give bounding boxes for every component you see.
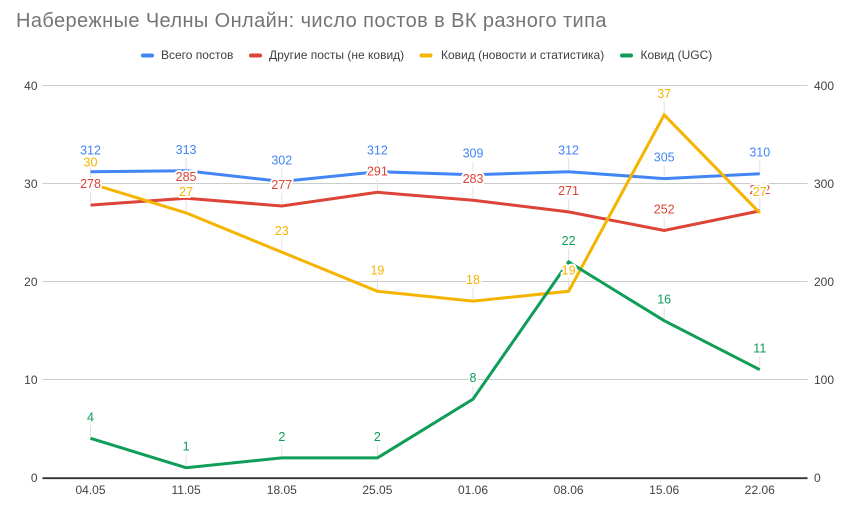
svg-text:312: 312 [367, 144, 388, 158]
svg-text:40: 40 [24, 79, 38, 93]
svg-text:312: 312 [558, 144, 579, 158]
svg-text:310: 310 [749, 146, 770, 160]
svg-text:0: 0 [814, 471, 821, 485]
svg-text:20: 20 [24, 275, 38, 289]
svg-text:18: 18 [466, 273, 480, 287]
svg-text:2: 2 [374, 430, 381, 444]
svg-text:37: 37 [657, 87, 671, 101]
svg-text:312: 312 [80, 144, 101, 158]
svg-text:0: 0 [31, 471, 38, 485]
svg-text:30: 30 [24, 177, 38, 191]
svg-text:22.06: 22.06 [745, 483, 775, 497]
svg-text:309: 309 [463, 147, 484, 161]
svg-text:Ковид (UGC): Ковид (UGC) [641, 48, 713, 62]
svg-text:27: 27 [753, 185, 767, 199]
svg-text:11.05: 11.05 [172, 483, 201, 497]
svg-text:400: 400 [814, 79, 834, 93]
svg-text:08.06: 08.06 [554, 483, 584, 497]
svg-text:19: 19 [562, 263, 576, 277]
svg-text:11: 11 [753, 342, 766, 356]
svg-text:1: 1 [183, 440, 190, 454]
svg-text:Другие посты (не ковид): Другие посты (не ковид) [269, 48, 404, 62]
svg-text:100: 100 [814, 373, 834, 387]
svg-text:22: 22 [562, 234, 576, 248]
svg-text:2: 2 [278, 430, 285, 444]
svg-text:23: 23 [275, 224, 289, 238]
svg-text:200: 200 [814, 275, 834, 289]
svg-text:Набережные Челны Онлайн: число: Набережные Челны Онлайн: число постов в … [16, 10, 607, 32]
svg-text:4: 4 [87, 410, 94, 424]
svg-text:01.06: 01.06 [458, 483, 488, 497]
svg-text:300: 300 [814, 177, 834, 191]
svg-text:25.05: 25.05 [362, 483, 392, 497]
svg-text:16: 16 [657, 293, 671, 307]
svg-text:Всего постов: Всего постов [161, 48, 233, 62]
svg-text:291: 291 [367, 164, 388, 178]
svg-text:27: 27 [179, 185, 193, 199]
svg-text:15.06: 15.06 [649, 483, 679, 497]
svg-text:283: 283 [463, 172, 484, 186]
svg-text:04.05: 04.05 [75, 483, 105, 497]
svg-text:305: 305 [654, 151, 675, 165]
svg-text:18.05: 18.05 [267, 483, 297, 497]
svg-text:30: 30 [84, 156, 98, 170]
svg-text:19: 19 [370, 263, 384, 277]
svg-text:285: 285 [176, 170, 197, 184]
svg-text:10: 10 [24, 373, 38, 387]
svg-text:278: 278 [80, 177, 101, 191]
svg-text:313: 313 [176, 143, 197, 157]
svg-text:8: 8 [470, 371, 477, 385]
svg-text:277: 277 [271, 178, 292, 192]
svg-text:272: 272 [749, 183, 770, 197]
svg-text:252: 252 [654, 203, 675, 217]
svg-text:302: 302 [271, 154, 292, 168]
svg-text:271: 271 [558, 184, 579, 198]
svg-text:Ковид (новости и статистика): Ковид (новости и статистика) [441, 48, 604, 62]
